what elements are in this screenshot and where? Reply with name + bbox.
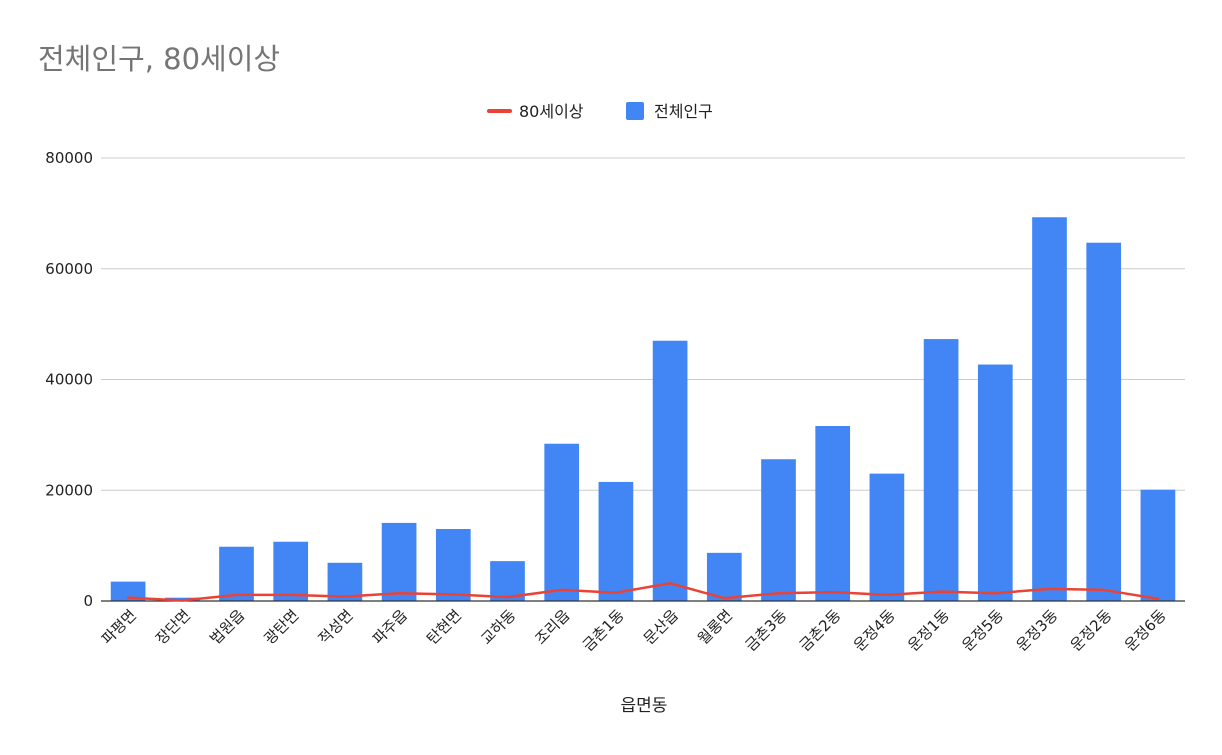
- x-tick-label: 운정4동: [850, 606, 899, 655]
- bar-문산읍: [652, 340, 688, 601]
- bar-운정6동: [1140, 489, 1176, 601]
- y-axis-ticks: 0 20000 40000 60000 80000: [45, 149, 93, 610]
- bar-series: [110, 217, 1176, 601]
- legend-label-전체인구: 전체인구: [654, 102, 713, 121]
- x-tick-label: 광탄면: [261, 606, 303, 648]
- y-tick-label: 80000: [45, 149, 93, 167]
- line-series: [126, 582, 1160, 602]
- x-tick-label: 장단면: [152, 606, 194, 648]
- bar-운정4동: [869, 473, 905, 601]
- x-tick-label: 조리읍: [532, 606, 574, 648]
- x-tick-label: 문산읍: [640, 606, 682, 648]
- x-tick-label: 운정5동: [958, 606, 1007, 655]
- x-tick-label: 금촌2동: [796, 606, 845, 655]
- y-tick-label: 40000: [45, 371, 93, 389]
- x-tick-label: 파평면: [98, 606, 140, 648]
- x-tick-label: 파주읍: [369, 606, 411, 648]
- x-tick-label: 운정2동: [1067, 606, 1116, 655]
- x-tick-label: 월롱면: [694, 606, 736, 648]
- bar-파주읍: [381, 522, 417, 601]
- bar-광탄면: [273, 541, 309, 601]
- chart-title: 전체인구, 80세이상: [38, 42, 281, 76]
- y-tick-label: 60000: [45, 260, 93, 278]
- bar-운정3동: [1032, 217, 1067, 601]
- x-tick-label: 법원읍: [206, 606, 248, 648]
- bar-운정5동: [977, 364, 1013, 601]
- y-tick-label: 20000: [45, 481, 93, 499]
- bar-탄현면: [435, 529, 471, 601]
- bar-월롱면: [706, 552, 742, 601]
- bar-법원읍: [219, 546, 254, 601]
- gridlines: [101, 157, 1185, 491]
- bar-금촌2동: [815, 426, 851, 601]
- legend-label-80세이상: 80세이상: [519, 102, 584, 121]
- x-tick-label: 탄현면: [423, 606, 465, 648]
- x-tick-label: 금촌3동: [742, 606, 791, 655]
- bar-운정2동: [1086, 242, 1122, 601]
- bar-금촌1동: [598, 481, 634, 601]
- legend-bar-swatch: [626, 102, 644, 120]
- bar-파평면: [110, 581, 146, 601]
- x-axis-title: 읍면동: [621, 696, 668, 716]
- x-axis-ticks: 파평면 장단면 법원읍 광탄면 적성면 파주읍 탄현면 교하동 조리읍 금촌1동 문산읍 월롱면 금촌3…: [98, 606, 1170, 655]
- y-tick-label: 0: [83, 592, 93, 610]
- x-tick-label: 금촌1동: [579, 606, 628, 655]
- bar-운정1동: [923, 339, 959, 601]
- x-tick-label: 운정1동: [904, 606, 953, 655]
- x-tick-label: 교하동: [477, 606, 519, 648]
- x-tick-label: 적성면: [315, 606, 357, 648]
- x-tick-label: 운정6동: [1121, 606, 1170, 655]
- bar-조리읍: [544, 443, 580, 601]
- bar-금촌3동: [761, 459, 796, 601]
- x-tick-label: 운정3동: [1013, 606, 1062, 655]
- line-80세이상: [126, 582, 1160, 602]
- legend: 80세이상 전체인구: [487, 102, 713, 121]
